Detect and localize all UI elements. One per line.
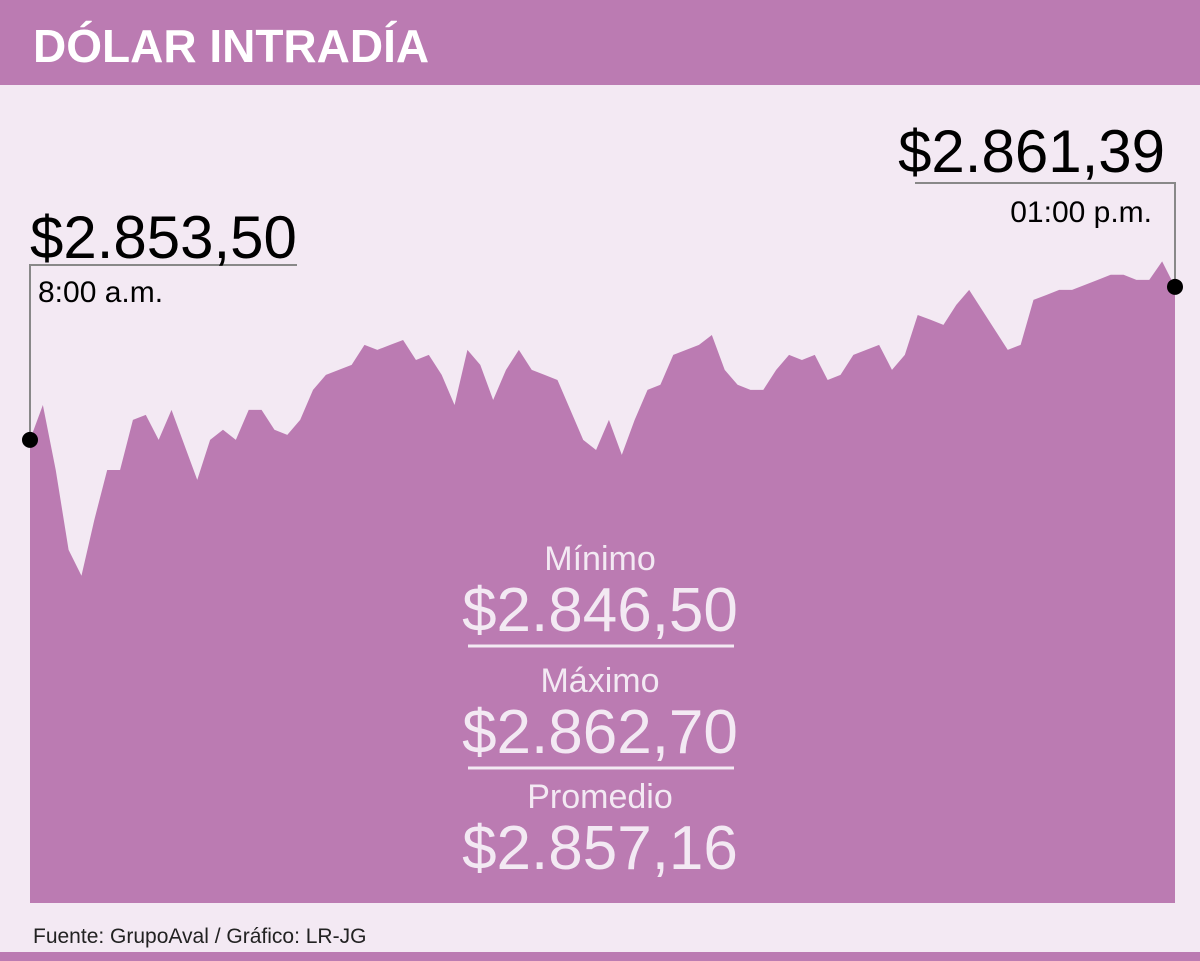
stat-value: $2.862,70 [462,698,738,767]
leader-line [29,264,297,440]
stat-value: $2.857,16 [462,814,738,883]
point-marker [22,431,38,448]
leader-line [915,182,1176,287]
annotation-time: 01:00 p.m. [1010,196,1152,229]
annotation-value: $2.853,50 [30,204,297,271]
footer-band [0,952,1200,961]
annotation-time: 8:00 a.m. [38,276,163,309]
point-marker [1167,278,1183,295]
area [30,261,1175,903]
header-band [0,0,1200,85]
source-note: Fuente: GrupoAval / Gráfico: LR-JG [33,925,366,948]
chart-title: DÓLAR INTRADÍA [33,20,429,72]
stat-name: Promedio [527,778,673,816]
stat-name: Máximo [540,662,659,700]
stat-name: Mínimo [544,540,655,578]
annotation-value: $2.861,39 [898,118,1165,185]
stat-value: $2.846,50 [462,576,738,645]
